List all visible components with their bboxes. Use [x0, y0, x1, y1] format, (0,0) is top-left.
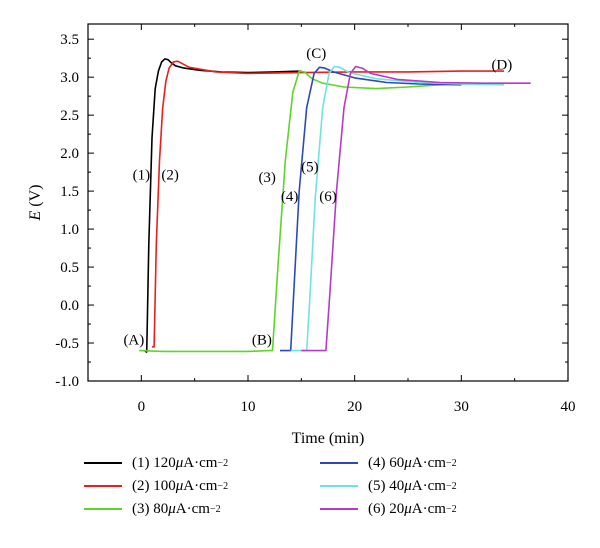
legend-swatch — [84, 485, 122, 487]
curve-annotation: (B) — [252, 333, 272, 349]
legend-unit: A·cm — [411, 454, 446, 471]
legend-unit-exponent: −2 — [445, 480, 457, 492]
x-tick-label: 20 — [347, 399, 362, 415]
y-tick-label: 2.5 — [60, 108, 79, 124]
legend-unit: A·cm — [183, 477, 218, 494]
legend-unit-mu: μ — [404, 454, 412, 471]
y-tick-label: 1.5 — [60, 184, 79, 200]
y-axis-ticks: -1.0 -0.5 0.0 0.5 1.0 1.5 2.0 2.5 3.0 3.5 — [55, 32, 568, 390]
series-layer — [139, 58, 531, 353]
legend-unit-mu: μ — [175, 454, 184, 471]
y-tick-label: 0.0 — [60, 298, 79, 314]
series-line-s2 — [152, 60, 504, 348]
legend-swatch — [84, 462, 122, 464]
legend-unit: A·cm — [183, 454, 218, 471]
curve-annotation: (4) — [281, 189, 299, 205]
legend-swatch — [320, 462, 358, 464]
curve-annotation: (A) — [123, 333, 144, 349]
legend-swatch — [320, 485, 358, 487]
curve-annotation: (D) — [491, 58, 512, 74]
legend: (1) 120 μ A·cm −2 (2) 100 μ A·cm −2 (3) 80 μ A·… — [84, 452, 564, 542]
curve-annotation: (6) — [319, 189, 337, 205]
legend-unit-mu: μ — [404, 477, 412, 494]
x-axis-ticks: 0 10 20 30 40 — [87, 24, 576, 415]
y-tick-label: 1.0 — [60, 222, 79, 238]
legend-unit-exponent: −2 — [217, 480, 229, 492]
curve-annotation: (5) — [301, 159, 319, 175]
legend-unit-exponent: −2 — [445, 457, 457, 469]
legend-unit-mu: μ — [168, 500, 176, 517]
legend-unit-mu: μ — [404, 500, 412, 517]
series-line-s6 — [301, 65, 531, 352]
legend-label: (6) 20 — [368, 500, 405, 517]
y-tick-label: -0.5 — [55, 336, 79, 352]
y-tick-label: 3.0 — [60, 70, 79, 86]
legend-label: (4) 60 — [368, 454, 405, 471]
legend-unit-exponent: −2 — [209, 503, 221, 515]
legend-item-s4: (4) 60 μ A·cm −2 — [320, 452, 457, 474]
plot-frame — [87, 23, 569, 382]
curve-annotation: (3) — [258, 170, 276, 186]
x-axis-label: Time (min) — [292, 430, 365, 447]
legend-unit: A·cm — [411, 477, 446, 494]
legend-swatch — [84, 508, 122, 510]
y-axis-label: E (V) — [27, 185, 44, 222]
legend-swatch — [320, 508, 358, 510]
curve-annotation: (C) — [306, 46, 326, 62]
curve-annotation: (2) — [161, 168, 179, 184]
series-line-s5 — [290, 65, 505, 352]
curve-annotation: (1) — [133, 168, 151, 184]
y-tick-label: -1.0 — [55, 374, 79, 390]
y-tick-label: 0.5 — [60, 260, 79, 276]
legend-unit-exponent: −2 — [217, 457, 229, 469]
legend-unit-mu: μ — [175, 477, 184, 494]
legend-label: (1) 120 — [132, 454, 176, 471]
legend-item-s1: (1) 120 μ A·cm −2 — [84, 452, 228, 474]
legend-label: (5) 40 — [368, 477, 405, 494]
y-axis-label-variable: E — [27, 211, 44, 222]
x-tick-label: 30 — [454, 399, 469, 415]
legend-item-s3: (3) 80 μ A·cm −2 — [84, 498, 221, 520]
y-axis-label-unit: (V) — [27, 185, 44, 211]
x-tick-label: 0 — [138, 399, 146, 415]
series-line-s3 — [139, 70, 473, 353]
legend-label: (2) 100 — [132, 477, 176, 494]
legend-label: (3) 80 — [132, 500, 169, 517]
y-tick-label: 2.0 — [60, 146, 79, 162]
x-tick-label: 10 — [241, 399, 256, 415]
legend-item-s6: (6) 20 μ A·cm −2 — [320, 498, 457, 520]
y-tick-label: 3.5 — [60, 32, 79, 48]
series-line-s1 — [144, 58, 302, 353]
series-line-s4 — [280, 66, 462, 352]
legend-unit-exponent: −2 — [445, 503, 457, 515]
legend-item-s2: (2) 100 μ A·cm −2 — [84, 475, 228, 497]
annotation-layer: (1) (2) (3) (4)(5)(6) (A) (B) (C) (D) — [123, 46, 512, 348]
legend-unit: A·cm — [411, 500, 446, 517]
legend-item-s5: (5) 40 μ A·cm −2 — [320, 475, 457, 497]
x-tick-label: 40 — [561, 399, 576, 415]
legend-unit: A·cm — [175, 500, 210, 517]
